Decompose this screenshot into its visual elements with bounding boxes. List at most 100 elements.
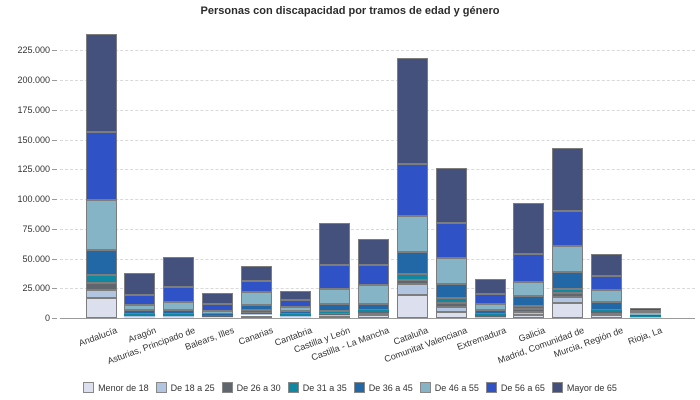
bar-segment-Menor de 18 xyxy=(591,315,623,318)
bar-segment-De 56 a 65 xyxy=(241,281,273,292)
bar-segment-Mayor de 65 xyxy=(163,257,195,288)
bar-segment-De 36 a 45 xyxy=(85,249,117,275)
y-tick-mark xyxy=(52,50,57,52)
y-tick-mark xyxy=(52,258,57,260)
bar-segment-De 56 a 65 xyxy=(202,303,234,311)
bar-segment-De 56 a 65 xyxy=(630,311,662,314)
y-axis-label: 50.000 xyxy=(22,253,50,264)
legend-item-De 36 a 45: De 36 a 45 xyxy=(353,382,413,393)
bar-segment-De 18 a 25 xyxy=(280,315,311,317)
bar-Cataluña xyxy=(396,30,428,318)
bar-segment-Menor de 18 xyxy=(552,303,584,318)
plot-area: 0 25.000 50.000 75.000 100.000 125.000 150.000… xyxy=(17,30,695,323)
bar-segment-De 36 a 45 xyxy=(124,309,156,314)
bar-segment-De 56 a 65 xyxy=(513,254,545,283)
bar-Rioja, La xyxy=(630,30,662,319)
bar-segment-Menor de 18 xyxy=(474,317,506,319)
bar-segment-De 36 a 45 xyxy=(318,304,350,312)
bar-segment-De 46 a 55 xyxy=(85,200,117,250)
bar-segment-De 46 a 55 xyxy=(513,282,545,297)
y-tick-mark xyxy=(52,318,57,319)
bar-segment-Mayor de 65 xyxy=(241,265,273,282)
bar-segment-De 18 a 25 xyxy=(163,315,195,317)
bar-segment-De 18 a 25 xyxy=(124,315,156,317)
bar-segment-Mayor de 65 xyxy=(85,33,117,132)
bar-segment-De 26 a 30 xyxy=(396,280,428,285)
bar-segment-De 26 a 30 xyxy=(513,308,545,312)
legend-item-Menor de 18: Menor de 18 xyxy=(83,382,149,393)
bar-segment-De 46 a 55 xyxy=(202,310,234,314)
legend-swatch xyxy=(287,382,299,393)
bar-segment-De 36 a 45 xyxy=(552,272,584,289)
legend-label: De 56 a 65 xyxy=(500,382,545,393)
bar-segment-De 46 a 55 xyxy=(591,290,623,303)
bar-segment-De 26 a 30 xyxy=(318,314,350,316)
bar-segment-De 18 a 25 xyxy=(85,289,117,299)
legend-swatch xyxy=(83,382,95,393)
bar-segment-De 26 a 30 xyxy=(357,311,389,313)
y-axis-label: 25.000 xyxy=(22,283,50,294)
bar-segment-De 31 a 35 xyxy=(630,315,662,317)
bar-segment-Menor de 18 xyxy=(124,316,156,318)
bar-Murcia, Región de xyxy=(591,30,623,318)
bar-segment-De 26 a 30 xyxy=(591,311,623,313)
bar-segment-Mayor de 65 xyxy=(474,278,506,294)
bar-segment-Mayor de 65 xyxy=(552,148,584,212)
bar-segment-Menor de 18 xyxy=(241,315,273,318)
bar-segment-De 46 a 55 xyxy=(552,246,584,273)
y-axis-label: 150.000 xyxy=(17,134,50,145)
bar-segment-De 18 a 25 xyxy=(552,297,584,303)
bar-segment-De 31 a 35 xyxy=(318,311,350,315)
bar-segment-De 36 a 45 xyxy=(280,311,311,315)
bar-segment-De 56 a 65 xyxy=(474,293,506,304)
bar-segment-De 18 a 25 xyxy=(435,307,467,313)
bar-segment-De 56 a 65 xyxy=(396,164,428,217)
bar-segment-Mayor de 65 xyxy=(202,292,234,304)
bar-segment-De 31 a 35 xyxy=(163,314,195,316)
bar-segment-De 18 a 25 xyxy=(357,312,389,315)
bar-segment-De 31 a 35 xyxy=(396,274,428,281)
bar-segment-Menor de 18 xyxy=(435,312,467,318)
bar-segment-Mayor de 65 xyxy=(357,238,389,265)
y-tick-mark xyxy=(52,139,57,141)
bar-segment-De 31 a 35 xyxy=(474,314,506,316)
bar-Extremadura xyxy=(474,30,506,319)
bar-segment-De 18 a 25 xyxy=(396,284,428,296)
bar-segment-Mayor de 65 xyxy=(513,202,545,255)
bar-segment-De 56 a 65 xyxy=(591,276,623,291)
y-tick-mark xyxy=(52,228,57,230)
bar-segment-De 36 a 45 xyxy=(163,310,195,315)
bar-segment-De 36 a 45 xyxy=(435,284,467,298)
legend-swatch xyxy=(155,382,167,393)
bar-segment-De 26 a 30 xyxy=(474,315,506,317)
bar-segment-Mayor de 65 xyxy=(435,168,467,224)
bar-segment-De 46 a 55 xyxy=(280,307,311,312)
bar-Balears, Illes xyxy=(202,30,234,319)
y-tick-mark xyxy=(52,169,57,171)
bar-segment-De 36 a 45 xyxy=(630,314,662,316)
legend: Menor de 18 De 18 a 25 De 26 a 30 De 31 a 3… xyxy=(0,382,700,393)
bar-segment-De 46 a 55 xyxy=(163,301,195,311)
bar-segment-De 18 a 25 xyxy=(318,315,350,317)
legend-item-De 56 a 65: De 56 a 65 xyxy=(485,382,545,393)
bar-segment-Mayor de 65 xyxy=(280,291,311,301)
legend-item-De 31 a 35: De 31 a 35 xyxy=(287,382,347,393)
bar-segment-De 18 a 25 xyxy=(591,313,623,316)
y-gridline xyxy=(60,109,695,111)
legend-swatch xyxy=(419,382,431,393)
chart-title: Personas con discapacidad por tramos de … xyxy=(200,5,500,17)
bar-segment-De 26 a 30 xyxy=(163,315,195,317)
legend-item-De 46 a 55: De 46 a 55 xyxy=(419,382,479,393)
bar-segment-De 46 a 55 xyxy=(630,313,662,315)
bar-segment-De 56 a 65 xyxy=(85,131,117,200)
y-axis-label: 125.000 xyxy=(17,164,50,175)
bar-segment-De 46 a 55 xyxy=(435,258,467,285)
bar-segment-De 36 a 45 xyxy=(202,313,234,316)
y-tick-mark xyxy=(52,109,57,111)
bar-segment-De 31 a 35 xyxy=(552,288,584,293)
bar-Comunitat Valenciana xyxy=(435,30,467,318)
legend-item-De 26 a 30: De 26 a 30 xyxy=(221,382,281,393)
bar-segment-De 31 a 35 xyxy=(85,274,117,283)
y-gridline xyxy=(60,80,695,82)
